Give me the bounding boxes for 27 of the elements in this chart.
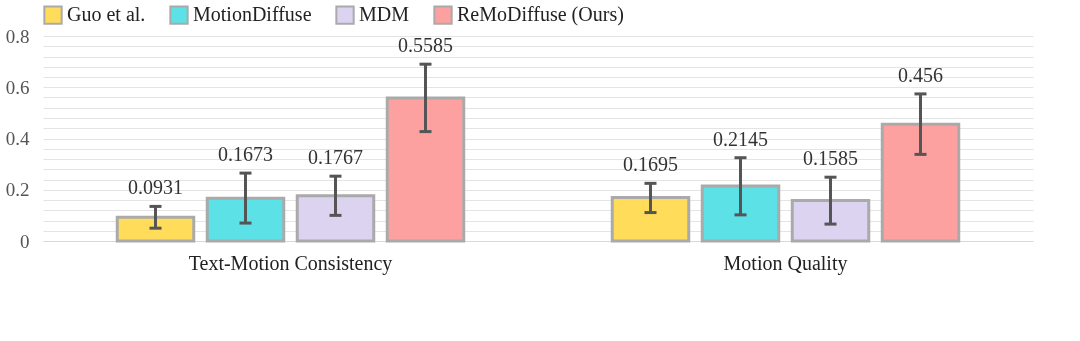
legend-label: ReMoDiffuse (Ours) — [457, 3, 624, 27]
legend-label: Guo et al. — [67, 3, 146, 26]
bar — [880, 122, 961, 243]
bar — [610, 196, 691, 243]
data-label: 0.1767 — [308, 146, 363, 169]
data-label: 0.2145 — [713, 127, 768, 150]
bar — [115, 215, 196, 243]
x-tick-label: Text-Motion Consistency — [188, 251, 393, 275]
y-tick-label: 0.2 — [5, 179, 30, 201]
data-label: 0.1673 — [218, 143, 273, 166]
legend-label: MDM — [359, 3, 410, 26]
bar — [385, 96, 466, 243]
data-label: 0.0931 — [128, 176, 183, 199]
data-label: 0.5585 — [398, 34, 453, 57]
y-tick-label: 0.8 — [5, 25, 30, 47]
bar — [295, 194, 376, 243]
data-label: 0.456 — [898, 63, 943, 86]
y-tick-label: 0 — [20, 230, 30, 252]
data-label: 0.1585 — [803, 147, 858, 170]
y-tick-label: 0.4 — [5, 128, 30, 149]
x-tick-label: Motion Quality — [723, 251, 848, 275]
bar — [205, 196, 286, 243]
bar — [790, 198, 871, 243]
data-label: 0.1695 — [623, 153, 678, 176]
legend-label: MotionDiffuse — [193, 3, 312, 26]
bar — [700, 184, 781, 243]
y-tick-label: 0.6 — [5, 76, 30, 98]
